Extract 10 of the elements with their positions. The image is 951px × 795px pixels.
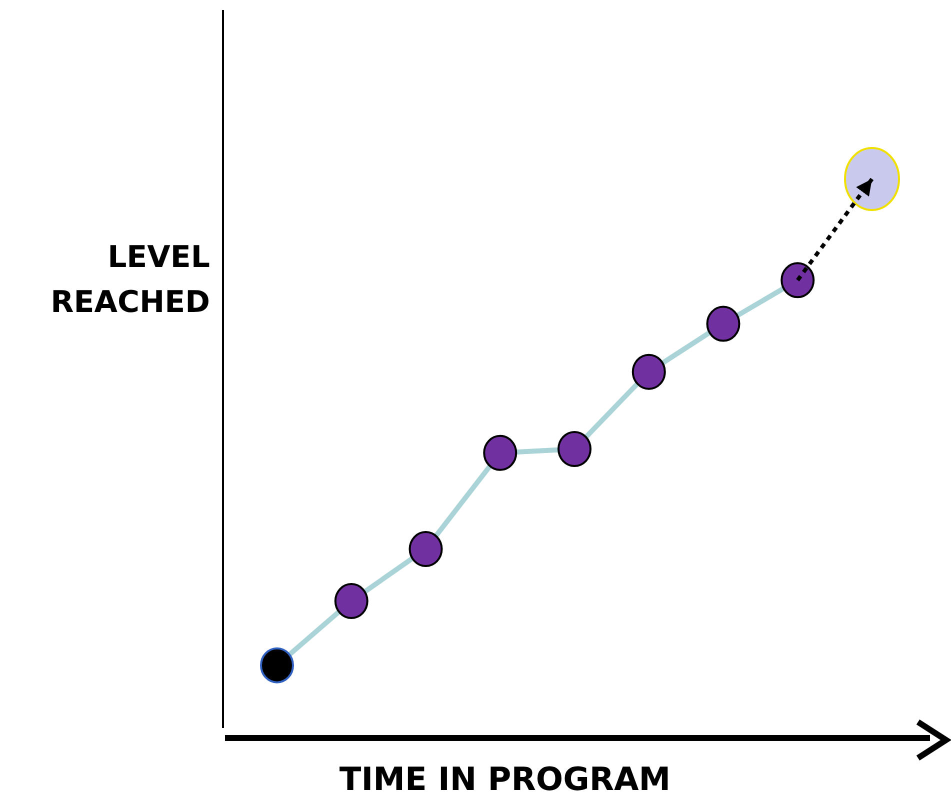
point bbox=[706, 306, 740, 342]
x-axis-title: TIME IN PROGRAM bbox=[339, 760, 671, 795]
point bbox=[408, 531, 443, 568]
point bbox=[632, 354, 666, 390]
y-axis-title: LEVEL REACHED bbox=[50, 240, 210, 320]
point bbox=[780, 262, 815, 298]
point bbox=[483, 434, 518, 471]
point bbox=[260, 647, 294, 684]
point bbox=[334, 583, 368, 620]
point bbox=[558, 430, 592, 467]
